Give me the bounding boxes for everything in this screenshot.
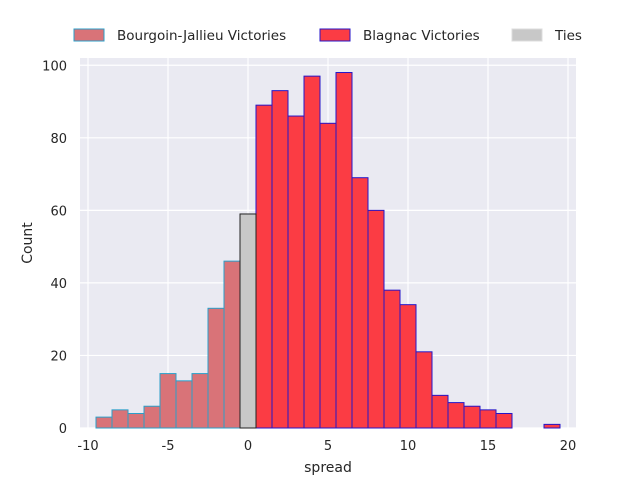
- y-tick-label: 60: [50, 204, 67, 219]
- bar-blagnac-victories: [543, 423, 561, 429]
- bar-blagnac-victories: [479, 409, 497, 429]
- bar-blagnac-victories: [383, 289, 401, 429]
- bar-bourgoin-jallieu-victories: [207, 307, 225, 429]
- legend-label: Bourgoin-Jallieu Victories: [117, 28, 286, 44]
- bar-bourgoin-jallieu-victories: [143, 405, 161, 429]
- bars: [95, 72, 561, 429]
- legend-item-blagnac-victories: Blagnac Victories: [319, 28, 480, 44]
- bar-blagnac-victories: [255, 104, 273, 429]
- x-axis-label: spread: [304, 460, 352, 476]
- legend-item-ties: Ties: [511, 28, 582, 44]
- bar-bourgoin-jallieu-victories: [95, 416, 113, 429]
- y-axis-label: Count: [20, 222, 36, 264]
- y-tick-label: 40: [50, 277, 67, 292]
- bar-bourgoin-jallieu-victories: [175, 380, 193, 429]
- bar-blagnac-victories: [415, 351, 433, 429]
- bar-blagnac-victories: [319, 122, 337, 429]
- legend-swatch: [73, 28, 105, 42]
- y-tick-labels: 0 20 40 60 80 100: [42, 59, 67, 437]
- bar-blagnac-victories: [335, 72, 353, 429]
- bar-blagnac-victories: [447, 402, 465, 429]
- bar-bourgoin-jallieu-victories: [223, 260, 241, 429]
- x-tick-label: 0: [244, 439, 252, 454]
- bar-bourgoin-jallieu-victories: [191, 373, 209, 429]
- bar-blagnac-victories: [463, 405, 481, 429]
- bar-blagnac-victories: [351, 177, 369, 429]
- bar-blagnac-victories: [495, 412, 513, 429]
- bar-blagnac-victories: [271, 90, 289, 429]
- legend-item-bourgoin-jallieu-victories: Bourgoin-Jallieu Victories: [73, 28, 286, 44]
- legend: Bourgoin-Jallieu Victories Blagnac Victor…: [73, 28, 582, 44]
- legend-label: Ties: [554, 28, 582, 44]
- bar-bourgoin-jallieu-victories: [111, 409, 129, 429]
- y-tick-label: 20: [50, 349, 67, 364]
- bar-bourgoin-jallieu-victories: [159, 373, 177, 429]
- bar-ties: [239, 213, 257, 429]
- bar-blagnac-victories: [303, 75, 321, 429]
- legend-swatch: [319, 28, 351, 42]
- bar-blagnac-victories: [367, 209, 385, 429]
- bar-blagnac-victories: [287, 115, 305, 429]
- legend-label: Blagnac Victories: [363, 28, 480, 44]
- bar-blagnac-victories: [399, 304, 417, 429]
- x-tick-label: 20: [560, 439, 577, 454]
- x-tick-labels: -10 -5 0 5 10 15 20: [77, 439, 576, 454]
- bar-bourgoin-jallieu-victories: [127, 412, 145, 429]
- x-tick-label: 10: [400, 439, 417, 454]
- bar-blagnac-victories: [431, 394, 449, 429]
- y-tick-label: 100: [42, 59, 67, 74]
- x-tick-label: 15: [480, 439, 497, 454]
- y-tick-label: 0: [59, 422, 67, 437]
- x-tick-label: -10: [77, 439, 98, 454]
- legend-swatch: [511, 28, 543, 42]
- y-tick-label: 80: [50, 132, 67, 147]
- x-tick-label: 5: [324, 439, 332, 454]
- x-tick-label: -5: [162, 439, 175, 454]
